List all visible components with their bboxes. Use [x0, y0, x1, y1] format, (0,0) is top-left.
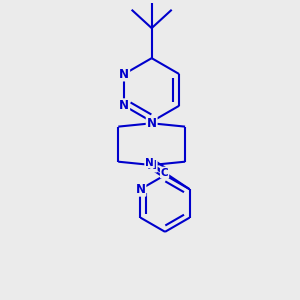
- Text: N: N: [119, 99, 129, 112]
- Text: C: C: [161, 167, 168, 178]
- Text: N: N: [135, 183, 146, 196]
- Text: N: N: [145, 158, 154, 167]
- Text: N: N: [147, 158, 157, 172]
- Text: N: N: [119, 68, 129, 80]
- Text: N: N: [147, 117, 157, 130]
